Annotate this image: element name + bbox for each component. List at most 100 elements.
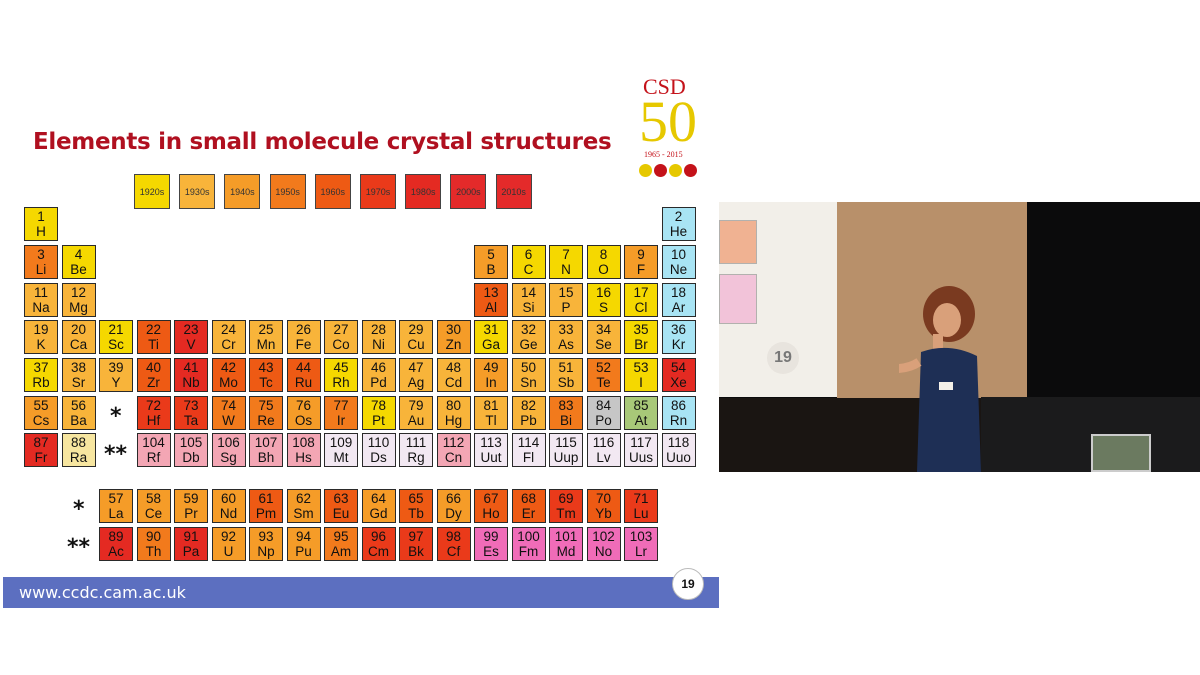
element-He: 2 He: [661, 207, 696, 241]
atomic-number: 50: [520, 360, 537, 375]
element-Ge: 32 Ge: [511, 320, 546, 354]
atomic-number: 4: [74, 247, 83, 262]
element-symbol: No: [594, 544, 613, 559]
element-Ir: 77 Ir: [324, 396, 358, 430]
atomic-number: 96: [370, 529, 387, 544]
atomic-number: 79: [408, 398, 424, 413]
element-Br: 35 Br: [624, 320, 658, 354]
element-symbol: O: [598, 262, 609, 277]
element-Eu: 63 Eu: [324, 489, 358, 523]
projection-screen: 19: [719, 202, 837, 397]
atomic-number: 56: [70, 398, 87, 413]
atomic-number: 75: [258, 398, 274, 413]
element-symbol: S: [598, 300, 608, 315]
logo-anniversary: 50: [639, 89, 697, 154]
element-symbol: Db: [182, 450, 200, 465]
element-symbol: Gd: [369, 506, 388, 521]
element-Cd: 48 Cd: [436, 358, 471, 392]
element-Rf: 104 Rf: [136, 433, 171, 467]
element-symbol: Bi: [559, 413, 572, 428]
element-symbol: Rn: [669, 413, 688, 428]
slide-page-number: 19: [672, 568, 704, 600]
element-symbol: Ho: [482, 506, 500, 521]
element-Pu: 94 Pu: [286, 527, 321, 561]
element-symbol: La: [108, 506, 124, 521]
element-symbol: As: [558, 337, 574, 352]
lanthanide-marker-row: *: [73, 497, 85, 522]
element-Os: 76 Os: [286, 396, 321, 430]
element-symbol: Hg: [444, 413, 463, 428]
element-Cm: 96 Cm: [361, 527, 396, 561]
element-symbol: Ac: [108, 544, 124, 559]
element-symbol: Zr: [147, 375, 160, 390]
element-Ga: 31 Ga: [474, 320, 508, 354]
element-Hs: 108 Hs: [286, 433, 321, 467]
element-symbol: B: [486, 262, 496, 277]
atomic-number: 102: [592, 529, 615, 544]
atomic-number: 76: [295, 398, 312, 413]
element-Re: 75 Re: [249, 396, 283, 430]
atomic-number: 65: [408, 491, 424, 506]
element-Pt: 78 Pt: [361, 396, 396, 430]
atomic-number: 77: [333, 398, 349, 413]
element-Am: 95 Am: [324, 527, 358, 561]
atomic-number: 94: [295, 529, 312, 544]
element-symbol: Ge: [519, 337, 538, 352]
atomic-number: 49: [483, 360, 499, 375]
element-symbol: Bh: [257, 450, 275, 465]
atomic-number: 90: [145, 529, 162, 544]
element-symbol: Uus: [628, 450, 653, 465]
element-symbol: Ru: [294, 375, 313, 390]
element-Sm: 62 Sm: [286, 489, 321, 523]
element-symbol: Se: [595, 337, 612, 352]
presentation-slide: Elements in small molecule crystal struc…: [3, 74, 719, 608]
legend-1940s: 1940s: [224, 174, 261, 209]
element-Mt: 109 Mt: [324, 433, 358, 467]
atomic-number: 110: [367, 435, 390, 450]
lectern-crest-icon: [1091, 434, 1151, 472]
element-Ru: 44 Ru: [286, 358, 321, 392]
element-symbol: Fe: [295, 337, 312, 352]
element-Pa: 91 Pa: [174, 527, 208, 561]
atomic-number: 101: [554, 529, 578, 544]
atomic-number: 114: [517, 435, 540, 450]
element-symbol: Sb: [557, 375, 575, 390]
atomic-number: 107: [254, 435, 278, 450]
screen-page-number: 19: [767, 342, 799, 374]
presenter-video: 19: [719, 202, 1200, 472]
element-Tm: 69 Tm: [549, 489, 583, 523]
element-Lr: 103 Lr: [624, 527, 658, 561]
element-symbol: Sm: [293, 506, 314, 521]
element-symbol: Ir: [336, 413, 346, 428]
atomic-number: 57: [108, 491, 124, 506]
element-symbol: Be: [70, 262, 87, 277]
atomic-number: 45: [333, 360, 349, 375]
atomic-number: 41: [183, 360, 199, 375]
element-Fe: 26 Fe: [286, 320, 321, 354]
element-Pr: 59 Pr: [174, 489, 208, 523]
element-Hf: 72 Hf: [136, 396, 171, 430]
atomic-number: 100: [517, 529, 540, 544]
element-Sb: 51 Sb: [549, 358, 583, 392]
atomic-number: 92: [220, 529, 237, 544]
element-symbol: Th: [145, 544, 162, 559]
atomic-number: 7: [562, 247, 570, 262]
atomic-number: 3: [37, 247, 45, 262]
atomic-number: 69: [558, 491, 574, 506]
element-symbol: Mn: [256, 337, 276, 352]
element-Ar: 18 Ar: [661, 283, 696, 317]
element-symbol: Pu: [295, 544, 312, 559]
element-Cs: 55 Cs: [24, 396, 58, 430]
element-symbol: Cl: [634, 300, 648, 315]
element-symbol: Ds: [370, 450, 387, 465]
atomic-number: 85: [633, 398, 649, 413]
element-Al: 13 Al: [474, 283, 508, 317]
element-Yb: 70 Yb: [586, 489, 621, 523]
element-W: 74 W: [211, 396, 246, 430]
element-symbol: Dy: [445, 506, 462, 521]
atomic-number: 42: [220, 360, 237, 375]
element-Mn: 25 Mn: [249, 320, 283, 354]
element-symbol: Cn: [444, 450, 463, 465]
atomic-number: 108: [292, 435, 315, 450]
